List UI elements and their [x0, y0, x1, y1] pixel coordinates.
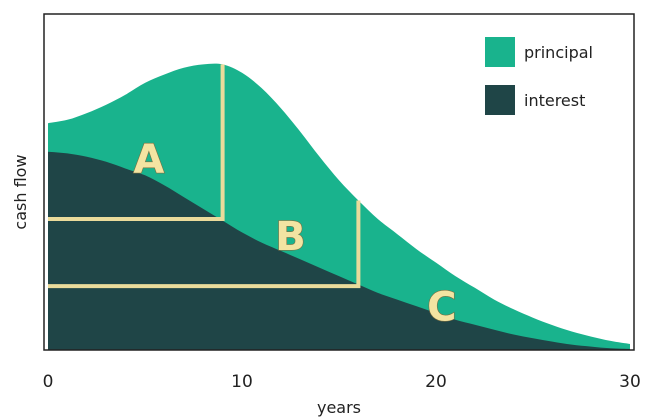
x-axis-ticks: 0 10 20 30: [43, 372, 641, 392]
chart-areas: [48, 63, 630, 351]
region-label-b: B: [275, 214, 306, 260]
region-label-a: A: [133, 137, 164, 183]
legend-label-interest: interest: [524, 91, 585, 110]
bracket-1: [48, 64, 225, 221]
plot-frame: [43, 13, 635, 351]
chart-annotations: A B C: [133, 136, 457, 331]
region-label-c: C: [427, 285, 456, 331]
x-axis-label: years: [317, 398, 361, 417]
y-axis-label: cash flow: [11, 154, 30, 229]
interest-area: [48, 151, 630, 350]
bracket-2: [48, 200, 361, 289]
legend-swatch-principal: [485, 37, 515, 67]
legend-swatch-interest: [485, 85, 515, 115]
chart-brackets: [48, 64, 361, 289]
x-tick-label-20: 20: [425, 372, 447, 392]
x-tick-label-10: 10: [231, 372, 253, 392]
x-tick-label-30: 30: [619, 372, 641, 392]
x-tick-label-0: 0: [43, 372, 54, 392]
legend-label-principal: principal: [524, 43, 593, 62]
legend: principal interest: [485, 37, 593, 115]
